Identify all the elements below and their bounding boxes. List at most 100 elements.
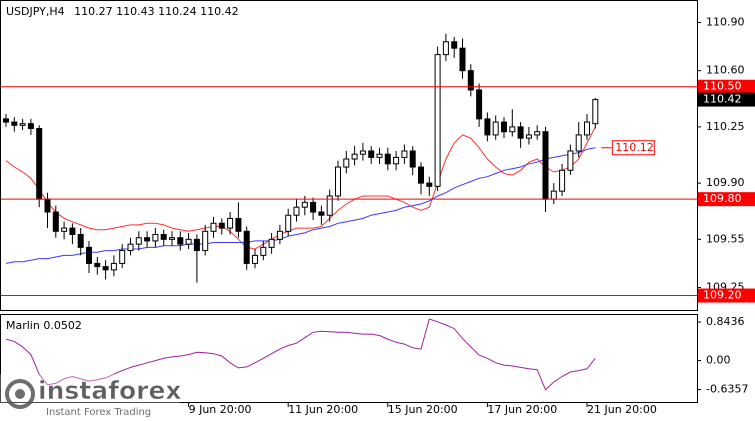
candle-body <box>368 150 375 158</box>
price-label-bg <box>697 92 755 107</box>
candle-body <box>559 169 566 192</box>
candle-body <box>260 246 267 256</box>
candle-body <box>409 150 416 168</box>
watermark-bg <box>0 374 180 421</box>
indicator-tick-label: 0.00 <box>706 354 731 367</box>
level-label-bg <box>697 288 755 303</box>
candle-body <box>135 237 142 245</box>
candle-body <box>326 195 333 216</box>
candle-body <box>550 190 557 200</box>
candle-body <box>69 227 76 236</box>
indicator-value: 0.0502 <box>43 319 82 332</box>
y-tick-label: 110.25 <box>706 120 745 133</box>
ohlc-open: 110.27 <box>74 5 113 18</box>
candle-body <box>243 230 250 264</box>
candle-body <box>442 41 449 56</box>
candle-body <box>359 150 366 155</box>
candle-body <box>376 153 383 158</box>
candle-body <box>534 131 541 136</box>
candle-body <box>169 237 175 240</box>
watermark-name: instaforex <box>38 376 182 405</box>
candle-body <box>218 222 225 229</box>
candle-body <box>343 158 350 168</box>
candle-body <box>434 54 441 187</box>
candle-body <box>119 250 126 264</box>
candle-body <box>492 121 499 136</box>
x-tick-label: 17 Jun 20:00 <box>487 403 557 416</box>
candle-body <box>567 150 574 171</box>
candle-body <box>418 166 424 184</box>
candle-body <box>393 156 400 165</box>
candle-body <box>19 123 26 126</box>
candle-body <box>451 41 458 49</box>
annotation-box <box>611 140 655 156</box>
candle-body <box>86 246 92 264</box>
candle-body <box>94 262 101 268</box>
candle-body <box>584 121 590 136</box>
candle-body <box>210 222 217 232</box>
candle-body <box>227 217 234 229</box>
candle-body <box>509 126 516 133</box>
candle-body <box>144 237 151 242</box>
candle-body <box>36 127 43 200</box>
candle-body <box>426 182 433 187</box>
candle-body <box>276 230 283 240</box>
candle-body <box>127 243 134 252</box>
candle-body <box>185 238 192 245</box>
ohlc-close: 110.42 <box>200 5 239 18</box>
candle-body <box>401 150 408 158</box>
moving-average <box>5 147 596 264</box>
candle-body <box>318 211 325 216</box>
watermark-icon-core <box>15 389 25 399</box>
candle-body <box>152 234 159 242</box>
price-label: 110.42 <box>703 93 742 106</box>
indicator-tick-label: 0.8436 <box>706 315 745 328</box>
watermark: instaforex Instant Forex Trading <box>0 374 182 421</box>
candle-body <box>384 153 391 165</box>
candle-body <box>110 262 117 271</box>
candle-body <box>293 206 300 216</box>
candle-body <box>77 234 84 248</box>
y-tick-label: 109.90 <box>706 176 745 189</box>
candle-body <box>160 234 167 240</box>
candle-body <box>301 201 308 208</box>
indicator-line <box>5 318 596 391</box>
candle-body <box>268 238 275 248</box>
price-frame <box>0 0 698 311</box>
moving-average <box>5 126 596 250</box>
indicator-panel: 0.8436 0.00 -0.6357 <box>5 315 748 396</box>
y-tick-label: 110.60 <box>706 64 745 77</box>
candle-body <box>102 266 109 271</box>
level-label-bg <box>697 192 755 207</box>
indicator-tick-label: -0.6357 <box>706 383 748 396</box>
candle-body <box>335 166 341 197</box>
candle-body <box>285 214 292 232</box>
candle-body <box>575 134 582 152</box>
watermark-icon <box>5 379 35 409</box>
x-tick-label: 15 Jun 20:00 <box>388 403 458 416</box>
ohlc-low: 110.24 <box>158 5 197 18</box>
symbol: USDJPY,H4 <box>6 5 65 18</box>
indicator-name: Marlin <box>6 319 40 332</box>
annotation-label: 110.12 <box>615 141 654 154</box>
candle-body <box>61 227 68 232</box>
candle-body <box>517 126 524 139</box>
candle-body <box>3 118 9 123</box>
candle-body <box>501 121 507 133</box>
candle-body <box>310 201 317 213</box>
x-tick-label: 21 Jun 20:00 <box>587 403 657 416</box>
candle-body <box>11 121 18 126</box>
level-label: 109.80 <box>703 192 742 205</box>
x-tick-label: 11 Jun 20:00 <box>288 403 358 416</box>
indicator-frame <box>0 314 698 403</box>
candle-body <box>44 198 51 213</box>
candle-body <box>351 153 358 160</box>
y-tick-label: 109.55 <box>706 232 745 245</box>
ohlc-high: 110.43 <box>116 5 155 18</box>
watermark-tagline: Instant Forex Trading <box>46 407 151 418</box>
candle-body <box>27 123 34 129</box>
